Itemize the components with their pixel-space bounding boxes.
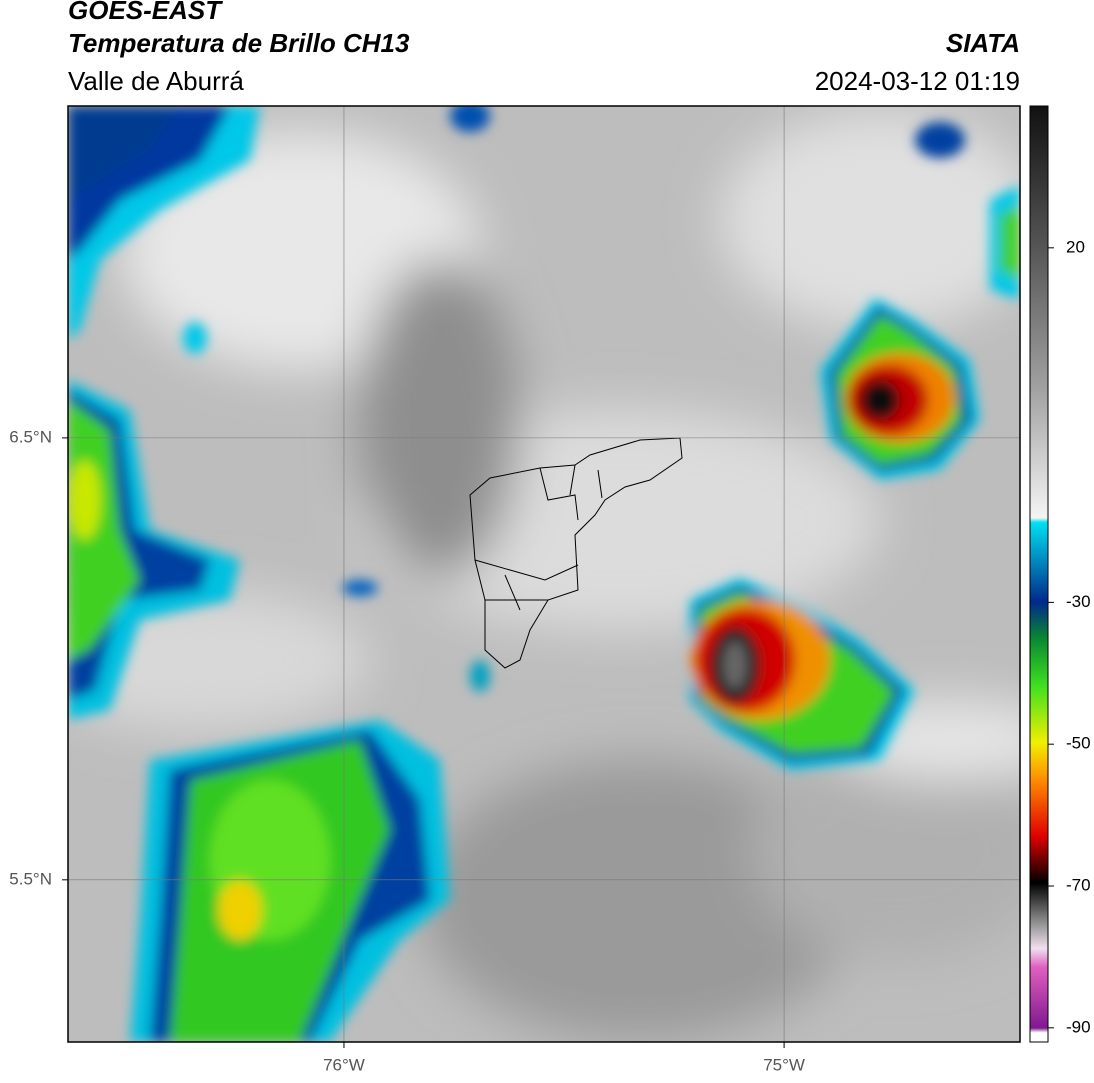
subtitle: Temperatura de Brillo CH13 bbox=[68, 28, 410, 58]
colorbar-tick-label: -70 bbox=[1066, 875, 1091, 894]
colorbar-tick-label: -50 bbox=[1066, 734, 1091, 753]
map-frame bbox=[67, 105, 1021, 1043]
x-tick-label: 76°W bbox=[323, 1055, 365, 1074]
satellite-image bbox=[68, 106, 1020, 1042]
region: Valle de Aburrá bbox=[68, 66, 244, 96]
y-tick-label: 5.5°N bbox=[9, 869, 52, 888]
x-tick-label: 75°W bbox=[763, 1055, 805, 1074]
colorbar-tick-label: 20 bbox=[1066, 237, 1085, 256]
title: GOES-EAST bbox=[68, 0, 223, 25]
colorbar-tick-label: -30 bbox=[1066, 592, 1091, 611]
colorbar bbox=[1029, 105, 1049, 1043]
grid bbox=[68, 106, 1020, 1042]
y-tick-label: 6.5°N bbox=[9, 427, 52, 446]
source: SIATA bbox=[946, 28, 1020, 58]
datetime: 2024-03-12 01:19 bbox=[815, 66, 1020, 96]
colorbar-tick-label: -90 bbox=[1066, 1017, 1091, 1036]
